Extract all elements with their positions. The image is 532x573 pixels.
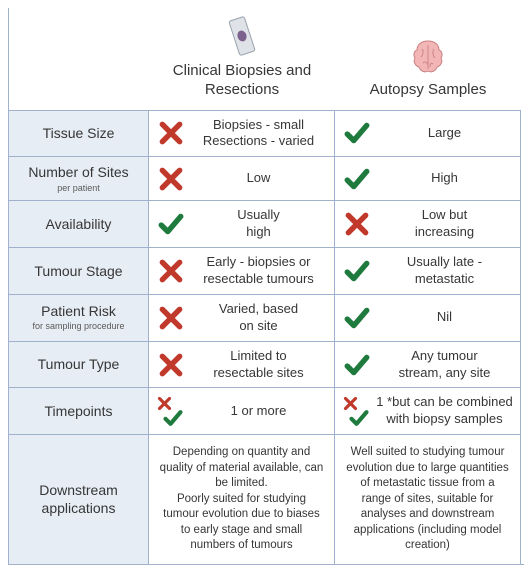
row-text-clinical: Usually high xyxy=(187,200,335,247)
row-label-text: Number of Sites xyxy=(28,163,128,181)
check-icon xyxy=(344,166,370,192)
slide-icon xyxy=(224,14,260,58)
check-icon xyxy=(344,258,370,284)
row-label-text: Tumour Type xyxy=(38,355,120,373)
row-text-autopsy: Usually late - metastatic xyxy=(373,247,521,294)
row-icon-clinical xyxy=(149,387,187,434)
row-icon-clinical xyxy=(149,341,187,388)
row-text-clinical: Early - biopsies or resectable tumours xyxy=(187,247,335,294)
row-label: Patient Riskfor sampling procedure xyxy=(9,294,149,341)
header-clinical-label: Clinical Biopsies and Resections xyxy=(153,62,331,100)
cross-check-icon xyxy=(343,396,371,426)
comparison-table: Clinical Biopsies and Resections Autopsy… xyxy=(8,8,524,565)
row-label: Tissue Size xyxy=(9,110,149,157)
row-icon-autopsy xyxy=(335,247,373,294)
row-text-autopsy: Low but increasing xyxy=(373,200,521,247)
row-label: Tumour Stage xyxy=(9,247,149,294)
row-icon-clinical xyxy=(149,247,187,294)
row-icon-clinical xyxy=(149,110,187,157)
row-icon-autopsy xyxy=(335,156,373,200)
header-autopsy: Autopsy Samples xyxy=(335,8,521,110)
brain-icon xyxy=(408,37,448,77)
row-label-sub: for sampling procedure xyxy=(32,321,124,333)
row-label-text: Tissue Size xyxy=(43,124,115,142)
check-icon xyxy=(344,352,370,378)
row-label-sub: per patient xyxy=(57,183,100,195)
row-label: Timepoints xyxy=(9,387,149,434)
cross-icon xyxy=(158,352,184,378)
cross-check-icon xyxy=(157,396,185,426)
row-icon-autopsy xyxy=(335,387,373,434)
row-text-clinical: Biopsies - small Resections - varied xyxy=(187,110,335,157)
row-text-autopsy: Nil xyxy=(373,294,521,341)
row-text-clinical: Varied, based on site xyxy=(187,294,335,341)
row-label-text: Timepoints xyxy=(45,402,113,420)
check-icon xyxy=(158,211,184,237)
header-spacer xyxy=(9,8,149,110)
row-icon-autopsy xyxy=(335,110,373,157)
row-icon-autopsy xyxy=(335,200,373,247)
row-icon-autopsy xyxy=(335,294,373,341)
downstream-label: Downstream applications xyxy=(15,481,142,517)
downstream-clinical: Depending on quantity and quality of mat… xyxy=(149,434,335,564)
row-icon-autopsy xyxy=(335,341,373,388)
row-label-text: Patient Risk xyxy=(41,302,116,320)
downstream-label-cell: Downstream applications xyxy=(9,434,149,564)
cross-icon xyxy=(158,166,184,192)
cross-icon xyxy=(158,120,184,146)
downstream-autopsy: Well suited to studying tumour evolution… xyxy=(335,434,521,564)
cross-icon xyxy=(158,305,184,331)
check-icon xyxy=(344,120,370,146)
row-label: Number of Sites per patient xyxy=(9,156,149,200)
row-icon-clinical xyxy=(149,200,187,247)
row-label: Availability xyxy=(9,200,149,247)
row-label-text: Tumour Stage xyxy=(34,262,122,280)
row-text-autopsy: 1 *but can be combined with biopsy sampl… xyxy=(373,387,521,434)
row-text-autopsy: High xyxy=(373,156,521,200)
row-text-autopsy: Large xyxy=(373,110,521,157)
cross-icon xyxy=(344,211,370,237)
cross-icon xyxy=(158,258,184,284)
header-autopsy-label: Autopsy Samples xyxy=(370,81,487,100)
row-text-clinical: 1 or more xyxy=(187,387,335,434)
row-icon-clinical xyxy=(149,294,187,341)
row-text-autopsy: Any tumour stream, any site xyxy=(373,341,521,388)
row-label: Tumour Type xyxy=(9,341,149,388)
row-text-clinical: Limited to resectable sites xyxy=(187,341,335,388)
row-label-text: Availability xyxy=(46,215,112,233)
row-icon-clinical xyxy=(149,156,187,200)
header-clinical: Clinical Biopsies and Resections xyxy=(149,8,335,110)
check-icon xyxy=(344,305,370,331)
row-text-clinical: Low xyxy=(187,156,335,200)
